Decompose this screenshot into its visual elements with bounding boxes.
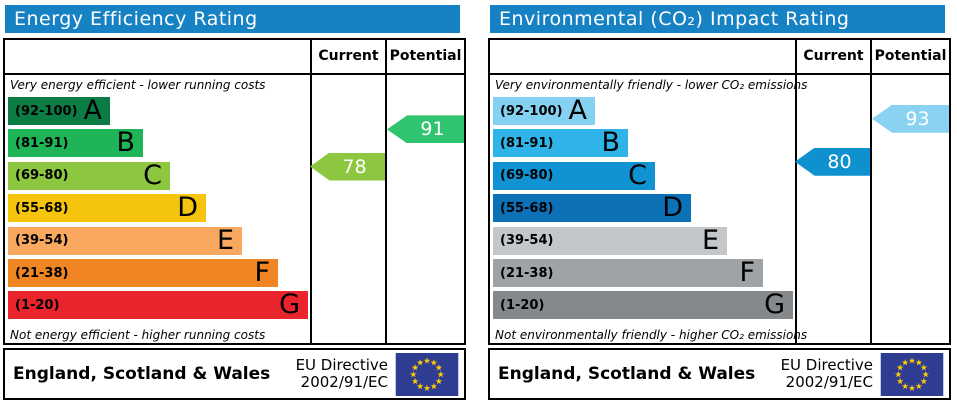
eu-directive-line1: EU Directive xyxy=(780,355,873,374)
band-range-label: (81-91) xyxy=(500,135,554,151)
band-letter: B xyxy=(116,127,135,159)
current-column-header: Current xyxy=(318,48,379,64)
band-F: (21-38) F xyxy=(493,259,763,287)
band-G: (1-20) G xyxy=(8,289,308,321)
band-range-label: (69-80) xyxy=(15,168,69,184)
band-letter: E xyxy=(701,224,719,256)
top-caption: Very environmentally friendly - lower CO… xyxy=(495,78,808,92)
column-divider xyxy=(385,40,387,343)
band-E: (39-54) E xyxy=(8,224,242,256)
column-divider xyxy=(795,40,797,343)
band-range-label: (1-20) xyxy=(500,297,545,313)
footer: England, Scotland & Wales EU Directive 2… xyxy=(3,348,466,400)
band-range-label: (81-91) xyxy=(15,135,69,151)
eu-directive-line1: EU Directive xyxy=(295,355,388,374)
band-range-label: (69-80) xyxy=(500,168,554,184)
band-range-label: (55-68) xyxy=(500,200,554,216)
footer: England, Scotland & Wales EU Directive 2… xyxy=(488,348,951,400)
band-range-label: (92-100) xyxy=(500,103,563,119)
band-C: (69-80) C xyxy=(8,159,170,191)
band-G: (1-20) G xyxy=(493,289,793,321)
band-letter: B xyxy=(601,127,620,159)
potential-rating-value: 93 xyxy=(905,107,930,130)
band-range-label: (92-100) xyxy=(15,103,78,119)
band-letter: D xyxy=(177,192,198,224)
header-divider xyxy=(490,73,949,75)
band-letter: A xyxy=(83,95,102,126)
bottom-caption: Not environmentally friendly - higher CO… xyxy=(495,328,808,342)
region-label: England, Scotland & Wales xyxy=(498,364,756,384)
band-letter: D xyxy=(662,192,683,224)
band-letter: C xyxy=(628,159,647,191)
band-letter: A xyxy=(568,95,587,126)
band-letter: F xyxy=(739,257,755,288)
current-rating-arrow: 78 xyxy=(310,152,385,181)
potential-rating-arrow: 91 xyxy=(387,115,464,144)
band-letter: C xyxy=(143,159,162,191)
band-range-label: (21-38) xyxy=(15,265,69,281)
band-letter: G xyxy=(279,289,300,321)
band-B: (81-91) B xyxy=(8,127,143,159)
band-range-label: (55-68) xyxy=(15,200,69,216)
rating-chart: Current Potential Very energy efficient … xyxy=(3,38,466,345)
panel-title: Energy Efficiency Rating xyxy=(5,5,460,33)
band-range-label: (1-20) xyxy=(15,297,60,313)
band-A: (92-100) A xyxy=(493,97,595,125)
band-C: (69-80) C xyxy=(493,159,655,191)
bottom-caption: Not energy efficient - higher running co… xyxy=(10,328,266,342)
eu-directive-label: EU Directive 2002/91/EC xyxy=(295,355,388,392)
current-rating-value: 78 xyxy=(342,155,367,178)
band-F: (21-38) F xyxy=(8,259,278,287)
band-ladder: (92-100) A (81-91) B (69-80) C (55-68) D (39-54)… xyxy=(493,97,793,323)
band-ladder: (92-100) A (81-91) B (69-80) C (55-68) D (39-54)… xyxy=(8,97,308,323)
eu-flag-icon xyxy=(880,352,944,396)
band-range-label: (39-54) xyxy=(500,233,554,249)
column-divider xyxy=(310,40,312,343)
co2-impact-panel: Environmental (CO₂) Impact Rating Curren… xyxy=(485,0,953,404)
potential-rating-value: 91 xyxy=(420,118,445,141)
band-letter: E xyxy=(216,224,234,256)
potential-column-header: Potential xyxy=(389,48,462,64)
eu-flag-icon xyxy=(395,352,459,396)
potential-rating-arrow: 93 xyxy=(872,104,949,133)
eu-directive-line2: 2002/91/EC xyxy=(785,373,873,391)
eu-directive-line2: 2002/91/EC xyxy=(300,373,388,391)
energy-efficiency-panel: Energy Efficiency Rating Current Potenti… xyxy=(0,0,468,404)
current-column-header: Current xyxy=(803,48,864,64)
band-D: (55-68) D xyxy=(493,192,691,224)
band-letter: F xyxy=(254,257,270,288)
panel-title: Environmental (CO₂) Impact Rating xyxy=(490,5,945,33)
band-E: (39-54) E xyxy=(493,224,727,256)
rating-chart: Current Potential Very environmentally f… xyxy=(488,38,951,345)
current-rating-value: 80 xyxy=(827,150,852,173)
potential-column-header: Potential xyxy=(874,48,947,64)
column-divider xyxy=(870,40,872,343)
region-label: England, Scotland & Wales xyxy=(13,364,271,384)
band-A: (92-100) A xyxy=(8,97,110,125)
top-caption: Very energy efficient - lower running co… xyxy=(10,78,266,92)
band-letter: G xyxy=(764,289,785,321)
eu-directive-label: EU Directive 2002/91/EC xyxy=(780,355,873,392)
band-B: (81-91) B xyxy=(493,127,628,159)
band-D: (55-68) D xyxy=(8,192,206,224)
band-range-label: (21-38) xyxy=(500,265,554,281)
band-range-label: (39-54) xyxy=(15,233,69,249)
header-divider xyxy=(5,73,464,75)
current-rating-arrow: 80 xyxy=(795,147,870,176)
